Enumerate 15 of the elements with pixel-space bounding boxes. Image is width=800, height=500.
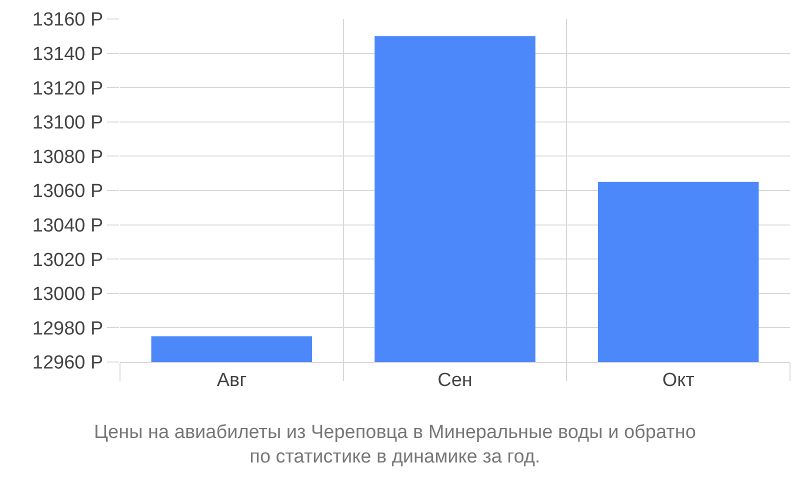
y-tick-label: 12980 Р [32,318,104,340]
y-tick-label: 13100 Р [32,112,104,134]
x-tick-label: Авг [216,370,247,391]
y-tick-label: 12960 Р [32,352,104,374]
y-tick-label: 13060 Р [32,181,104,202]
text: Цены на авиабилеты из Череповца в Минеральные воды и обратно по статистике в динамике за год. [94,422,696,468]
y-tick-label: 13020 Р [32,250,104,271]
x-tick-label: Сен [438,370,472,391]
y-tick-label: 13080 Р [32,146,104,168]
y-tick-label: 13040 Р [32,215,104,236]
y-tick-label: 13000 Р [32,284,104,306]
x-tick-label: Окт [662,370,695,391]
y-tick-label: 13120 Р [32,78,104,100]
y-tick-label: 13140 Р [32,44,104,65]
y-tick-label: 13160 Р [32,10,104,31]
